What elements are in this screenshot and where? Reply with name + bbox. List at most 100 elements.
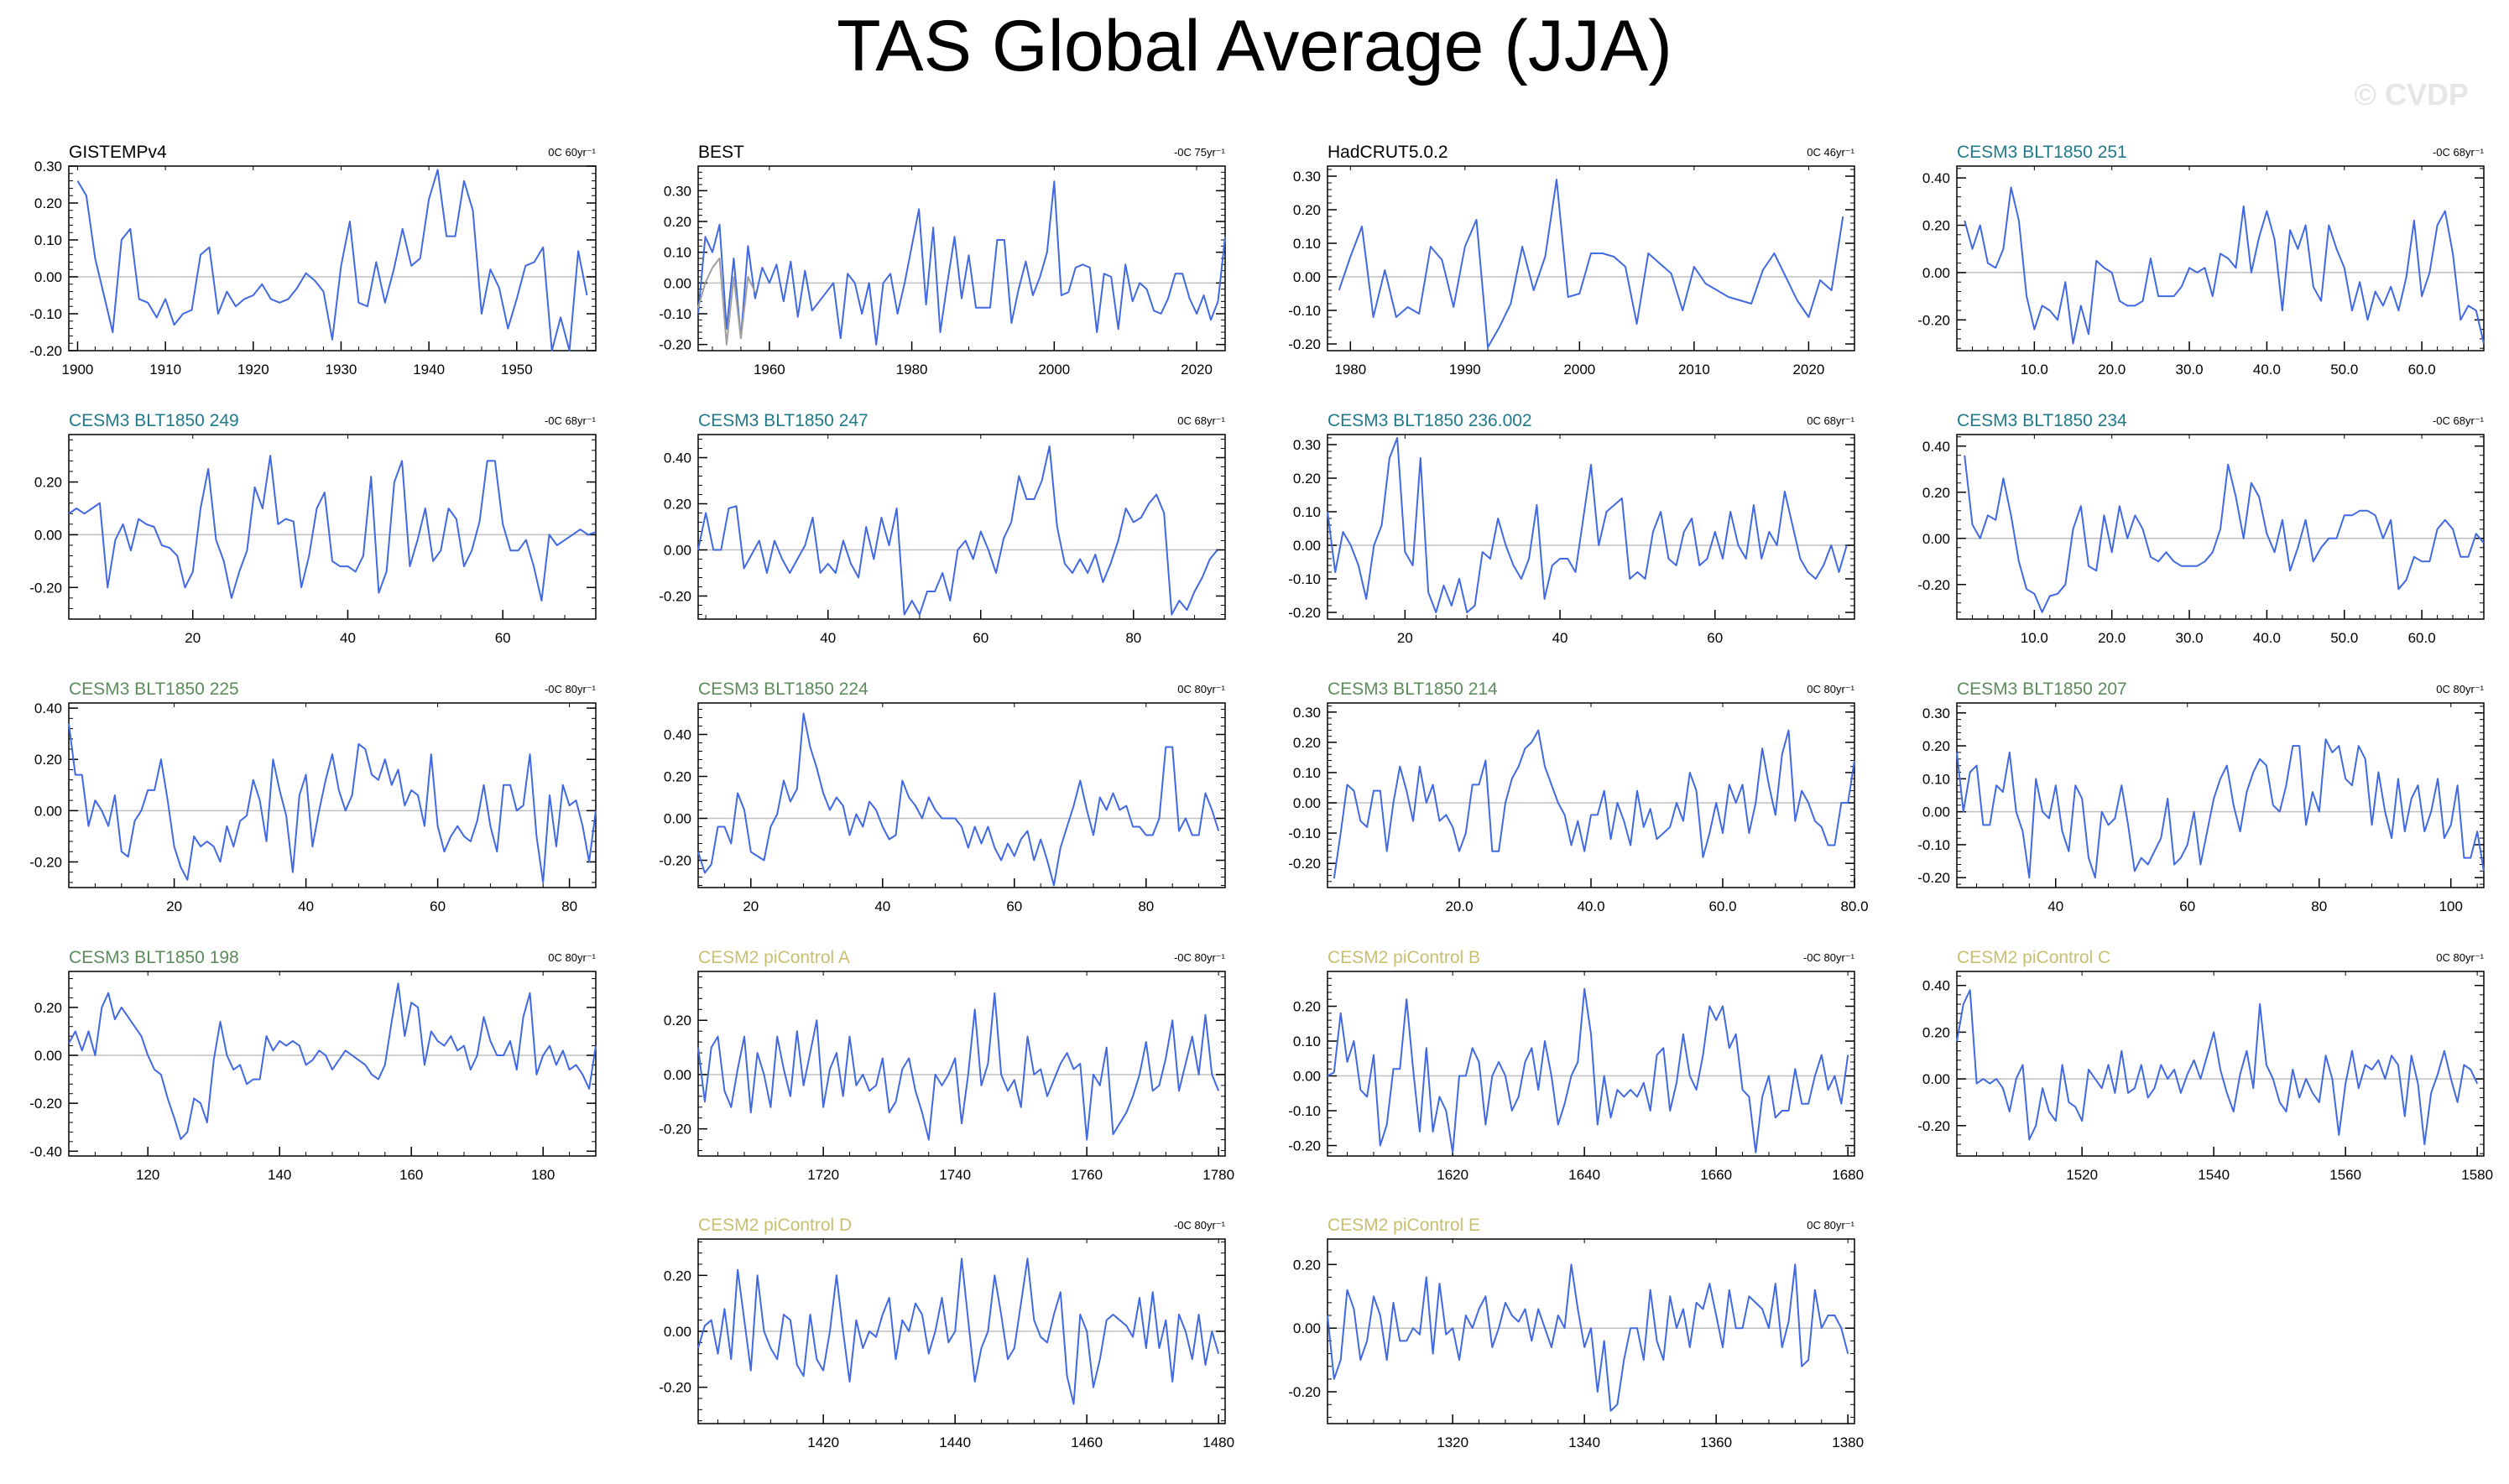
- y-tick-label: 0.20: [34, 195, 62, 211]
- x-tick-label: 20.0: [2098, 630, 2126, 646]
- x-tick-label: 1480: [1202, 1435, 1234, 1450]
- x-tick-label: 1900: [62, 362, 94, 378]
- series-line: [697, 992, 1220, 1141]
- x-tick-label: 1740: [939, 1167, 971, 1183]
- chart-panel: CESM3 BLT1850 247 0C 68yr⁻¹ -0.20 0.00 0.20 0…: [659, 411, 1226, 646]
- y-tick-label: -0.40: [29, 1143, 62, 1159]
- x-tick-label: 1560: [2329, 1167, 2361, 1183]
- y-tick-label: -0.10: [1288, 1103, 1321, 1119]
- x-tick-label: 20.0: [2098, 362, 2126, 378]
- series-line: [697, 445, 1218, 616]
- series-line: [68, 982, 597, 1140]
- series-line: [697, 1257, 1220, 1405]
- plot-frame: [697, 971, 1226, 1157]
- y-tick-label: 0.00: [1293, 269, 1321, 285]
- trend-label: -0C 80yr⁻¹: [1174, 951, 1226, 964]
- x-tick-label: 50.0: [2330, 362, 2358, 378]
- y-tick-label: -0.20: [659, 589, 691, 605]
- series-line: [1964, 455, 2485, 613]
- x-tick-label: 60: [1707, 630, 1723, 646]
- panel-title: CESM3 BLT1850 225: [69, 680, 239, 699]
- x-tick-label: 160: [399, 1167, 423, 1183]
- y-tick-label: 0.00: [34, 269, 62, 285]
- trend-label: 0C 68yr⁻¹: [1177, 414, 1225, 427]
- trend-label: -0C 68yr⁻¹: [545, 414, 597, 427]
- y-tick-label: 0.20: [1293, 202, 1321, 218]
- trend-label: -0C 68yr⁻¹: [2433, 146, 2485, 159]
- x-tick-label: 100: [2439, 898, 2463, 914]
- x-tick-label: 2000: [1038, 362, 1070, 378]
- x-tick-label: 180: [531, 1167, 555, 1183]
- x-tick-label: 80: [561, 898, 577, 914]
- plot-frame: [1327, 971, 1855, 1157]
- panel-title: CESM2 piControl B: [1328, 948, 1480, 967]
- y-tick-label: -0.20: [659, 1122, 691, 1138]
- y-tick-label: -0.20: [1288, 605, 1321, 621]
- x-tick-label: 1460: [1071, 1435, 1103, 1450]
- plot-frame: [1327, 1238, 1855, 1424]
- trend-label: -0C 75yr⁻¹: [1174, 146, 1226, 159]
- x-tick-label: 20: [1397, 630, 1413, 646]
- panel-title: CESM3 BLT1850 249: [69, 411, 239, 430]
- y-tick-label: -0.10: [1288, 303, 1321, 319]
- y-tick-label: 0.30: [1293, 437, 1321, 453]
- x-tick-label: 80: [2311, 898, 2327, 914]
- y-tick-label: 0.40: [34, 700, 62, 716]
- cvdp-watermark: © CVDP: [2354, 77, 2469, 112]
- y-tick-label: -0.20: [659, 337, 691, 353]
- x-tick-label: 40: [2047, 898, 2063, 914]
- y-tick-label: 0.10: [1293, 504, 1321, 520]
- trend-label: 0C 46yr⁻¹: [1807, 146, 1854, 159]
- series-line: [697, 258, 756, 346]
- y-tick-label: 0.20: [664, 1013, 691, 1028]
- chart-panel: CESM3 BLT1850 225 -0C 80yr⁻¹ -0.20 0.00 0.20…: [29, 680, 597, 914]
- x-tick-label: 60: [2179, 898, 2195, 914]
- y-tick-label: -0.10: [1917, 837, 1950, 853]
- chart-panel: CESM3 BLT1850 236.002 0C 68yr⁻¹ -0.20 -0.10…: [1288, 411, 1855, 646]
- y-tick-label: -0.10: [29, 306, 62, 322]
- x-tick-label: 20: [185, 630, 201, 646]
- plot-frame: [697, 434, 1226, 620]
- chart-panel: CESM2 piControl B -0C 80yr⁻¹ -0.20 -0.10 0.0…: [1288, 948, 1864, 1183]
- plot-frame: [697, 165, 1226, 351]
- plot-frame: [1956, 971, 2485, 1157]
- y-tick-label: 0.40: [664, 727, 691, 743]
- y-tick-label: 0.00: [34, 803, 62, 819]
- y-tick-label: 0.00: [1293, 1320, 1321, 1336]
- x-tick-label: 1340: [1568, 1435, 1600, 1450]
- x-tick-label: 1320: [1437, 1435, 1468, 1450]
- chart-panel: CESM2 piControl C 0C 80yr⁻¹ -0.20 0.00 0.20 0…: [1917, 948, 2493, 1183]
- y-tick-label: -0.20: [659, 853, 691, 869]
- x-tick-label: 30.0: [2176, 630, 2204, 646]
- y-tick-label: 0.30: [1922, 706, 1950, 721]
- y-tick-label: 0.10: [664, 245, 691, 261]
- trend-label: -0C 68yr⁻¹: [2433, 414, 2485, 427]
- chart-panel: CESM2 piControl E 0C 80yr⁻¹ -0.20 0.00 0.20 1…: [1288, 1216, 1864, 1450]
- x-tick-label: 1940: [413, 362, 445, 378]
- y-tick-label: 0.00: [34, 1048, 62, 1064]
- y-tick-label: 0.00: [1293, 538, 1321, 554]
- y-tick-label: 0.30: [1293, 705, 1321, 721]
- y-tick-label: 0.00: [664, 1324, 691, 1340]
- panel-title: CESM3 BLT1850 247: [698, 411, 868, 430]
- series-line: [1956, 738, 2485, 879]
- trend-label: 0C 80yr⁻¹: [1807, 683, 1854, 695]
- plot-frame: [1327, 702, 1855, 888]
- y-tick-label: -0.20: [1917, 870, 1950, 886]
- series-line: [1327, 437, 1848, 613]
- y-tick-label: -0.20: [1917, 312, 1950, 328]
- x-tick-label: 1420: [807, 1435, 839, 1450]
- y-tick-label: -0.20: [1917, 577, 1950, 593]
- x-tick-label: 40: [1552, 630, 1568, 646]
- panel-title: CESM2 piControl E: [1328, 1216, 1480, 1235]
- panel-title: CESM2 piControl A: [698, 948, 850, 967]
- x-tick-label: 1980: [896, 362, 928, 378]
- x-tick-label: 1660: [1700, 1167, 1732, 1183]
- x-tick-label: 60.0: [1708, 898, 1736, 914]
- plot-frame: [697, 702, 1226, 888]
- x-tick-label: 1960: [754, 362, 785, 378]
- y-tick-label: 0.00: [1922, 265, 1950, 281]
- x-tick-label: 1780: [1202, 1167, 1234, 1183]
- y-tick-label: 0.20: [664, 769, 691, 785]
